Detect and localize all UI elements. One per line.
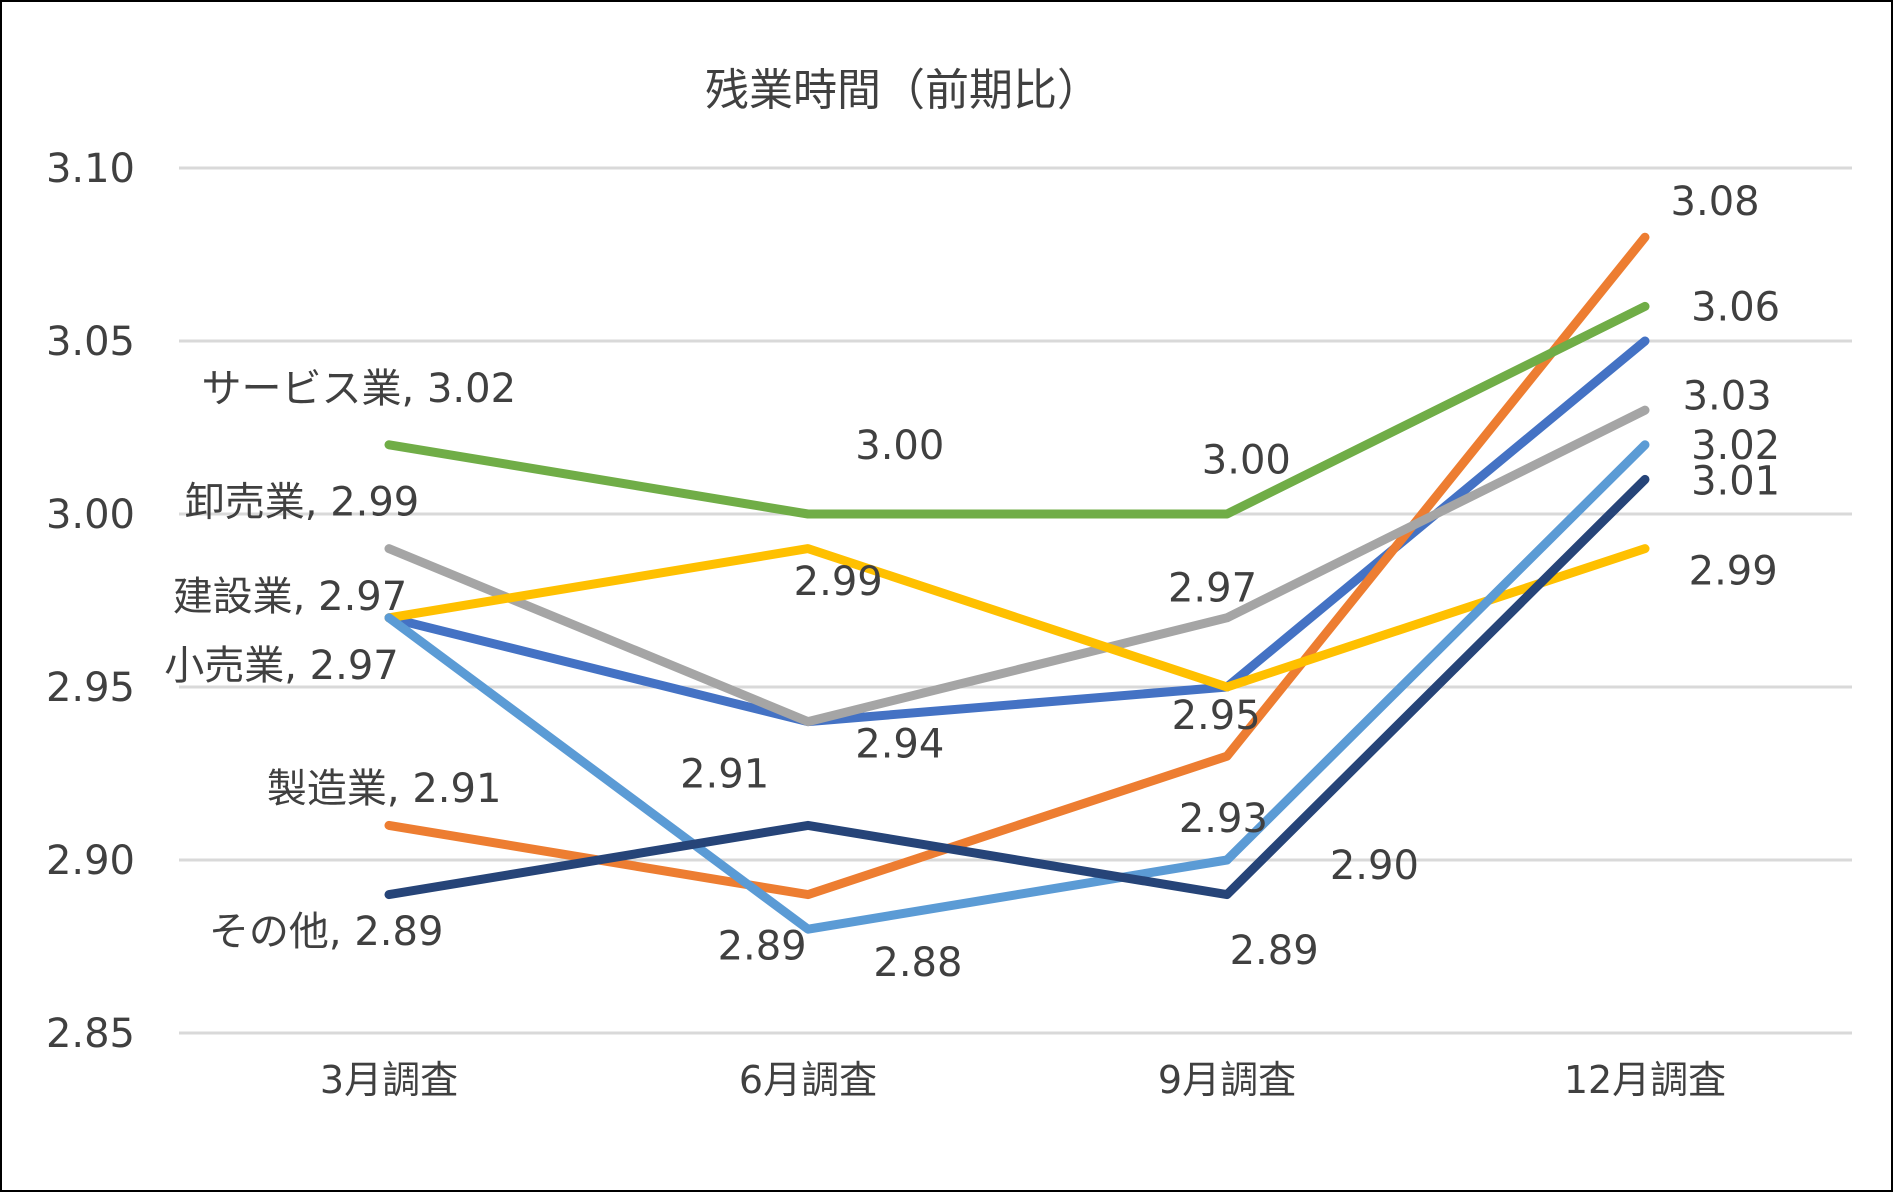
data-label: 2.93 [1179, 796, 1268, 842]
data-label: 建設業, 2.97 [173, 574, 408, 620]
data-label: 2.88 [873, 940, 962, 986]
data-label: 2.90 [1330, 843, 1419, 889]
series-line [384, 544, 1650, 692]
data-label: 2.97 [1168, 566, 1257, 612]
series-line [384, 232, 1650, 900]
x-axis: 3月調査 6月調査 9月調査 12月調査 [320, 1058, 1726, 1102]
x-tick-label: 3月調査 [320, 1058, 458, 1102]
data-label: 3.00 [855, 423, 944, 469]
data-label: 卸売業, 2.99 [185, 479, 420, 525]
data-label: 製造業, 2.91 [267, 766, 502, 812]
data-label: 3.06 [1691, 284, 1780, 330]
data-labels: 製造業, 2.91 2.89 2.93 3.08 卸売業, 2.99 2.94 2.97 3.… [164, 179, 1780, 986]
data-label: 2.89 [718, 923, 807, 969]
data-label: 2.99 [794, 559, 883, 605]
series-line [384, 301, 1650, 519]
data-label: 3.01 [1691, 459, 1780, 505]
series-lines [384, 232, 1650, 934]
data-label: 2.91 [680, 751, 769, 797]
data-label: 2.95 [1172, 693, 1261, 739]
y-tick-label: 3.00 [46, 492, 135, 538]
y-axis: 2.85 2.90 2.95 3.00 3.05 3.10 [46, 146, 135, 1057]
gridlines [179, 166, 1852, 1035]
series-line [384, 440, 1650, 934]
x-tick-label: 12月調査 [1564, 1058, 1726, 1102]
x-tick-label: 6月調査 [739, 1058, 877, 1102]
y-tick-label: 3.10 [46, 146, 135, 192]
series-line [384, 474, 1650, 900]
data-label: 小売業, 2.97 [164, 643, 399, 689]
data-label: 2.89 [1230, 928, 1319, 974]
data-label: 2.99 [1689, 548, 1778, 594]
data-label: 3.03 [1683, 374, 1772, 420]
y-tick-label: 2.90 [46, 838, 135, 884]
y-tick-label: 2.95 [46, 665, 135, 711]
series-line [384, 405, 1650, 727]
y-tick-label: 2.85 [46, 1011, 135, 1057]
data-label: 3.02 [1691, 423, 1780, 469]
data-label: 3.08 [1671, 179, 1760, 225]
y-tick-label: 3.05 [46, 319, 135, 365]
data-label: 2.94 [855, 721, 944, 767]
data-label: 3.00 [1202, 438, 1291, 484]
x-tick-label: 9月調査 [1158, 1058, 1296, 1102]
data-label: サービス業, 3.02 [202, 366, 517, 412]
chart-title: 残業時間（前期比） [705, 65, 1101, 116]
data-label: その他, 2.89 [209, 909, 444, 955]
